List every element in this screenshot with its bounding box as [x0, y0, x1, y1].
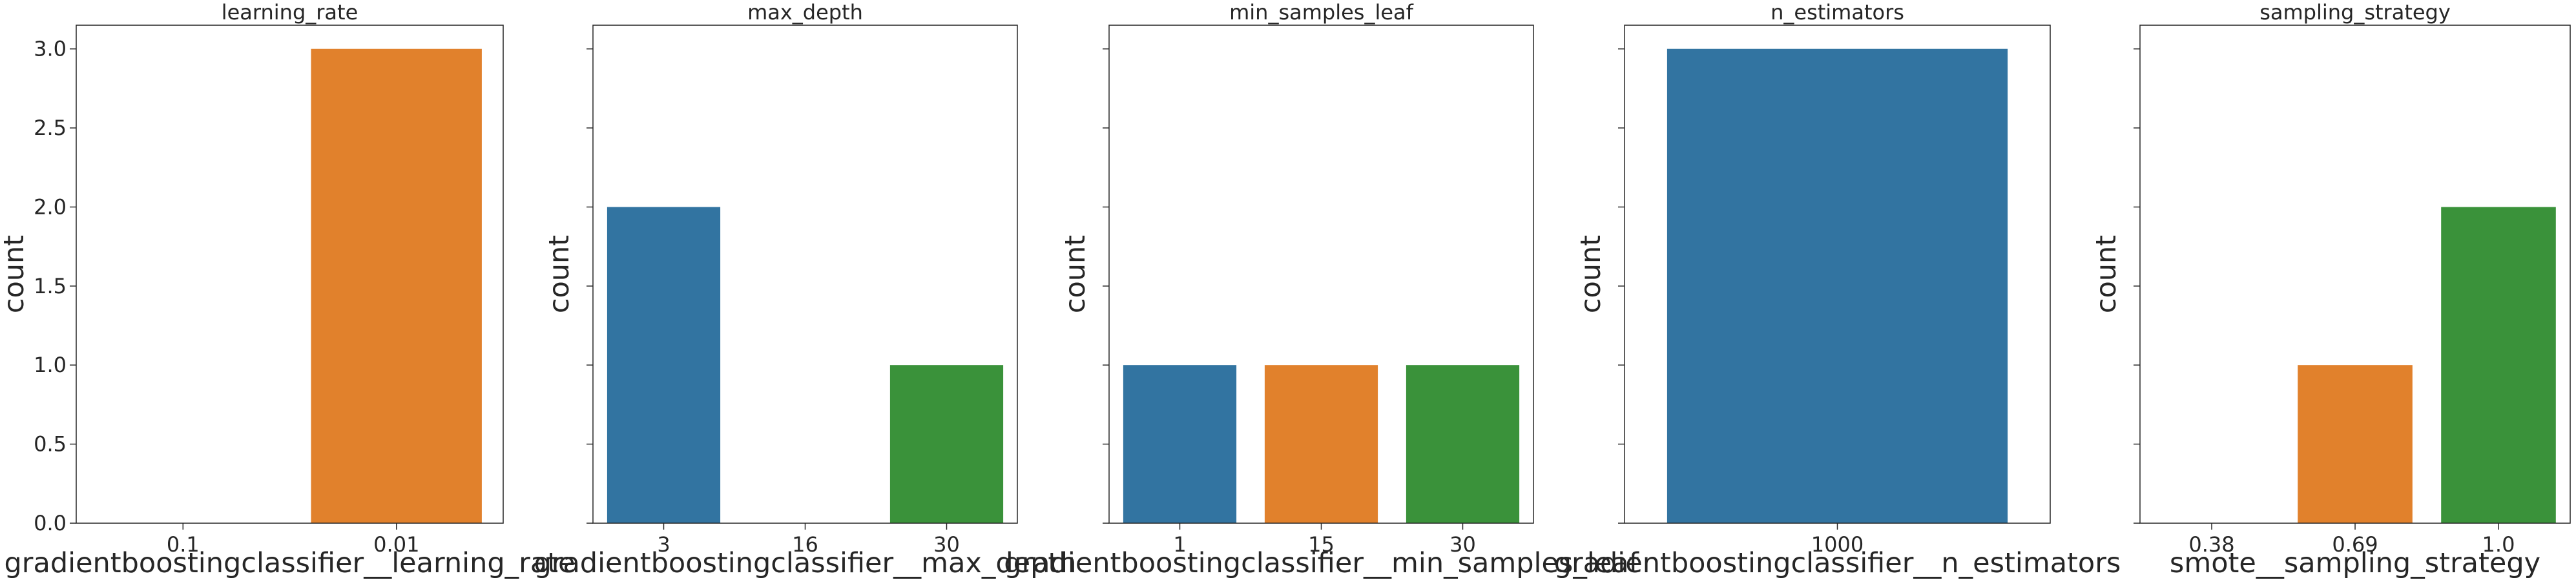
y-tick-label: 0.0 [34, 511, 67, 535]
subplot-learning-rate: 0.0 0.5 1.0 1.5 2.0 2.5 3.0 0.1 0.01 learning_rat… [0, 0, 575, 579]
y-axis-label: count [1059, 235, 1092, 313]
y-axis-label: count [0, 235, 30, 313]
x-axis-label: gradientboostingclassifier__max_depth [534, 547, 1076, 579]
bar-3 [607, 207, 721, 523]
y-tick-label: 3.0 [34, 37, 67, 61]
x-tick-label: 15 [1308, 532, 1335, 557]
axes-frame [1108, 25, 1534, 524]
x-tick-label: 0.69 [2332, 532, 2378, 557]
x-tick-label: 16 [792, 532, 818, 557]
subplot-title: learning_rate [222, 0, 358, 25]
x-tick-label: 1000 [1811, 532, 1864, 557]
y-tick-label: 1.5 [34, 274, 67, 298]
x-axis-label: smote__sampling_strategy [2170, 547, 2540, 579]
x-axis-label: gradientboostingclassifier__n_estimators [1554, 547, 2121, 579]
subplot-title: n_estimators [1771, 0, 1904, 25]
axes-frame [76, 25, 504, 524]
subplot-max-depth: 3 16 30 max_depth gradientboostingclassifier… [534, 0, 1076, 579]
y-axis-label: count [2090, 235, 2123, 313]
axes-frame [592, 25, 1018, 524]
x-tick-label: 0.38 [2188, 532, 2234, 557]
x-tick-label: 1 [1173, 532, 1186, 557]
y-tick-label: 0.5 [34, 432, 67, 457]
bar-30 [889, 365, 1004, 523]
bar-1.0 [2441, 207, 2556, 523]
x-tick-label: 30 [933, 532, 960, 557]
bar-1000 [1667, 48, 2008, 523]
bar-1 [1123, 365, 1237, 523]
bar-15 [1264, 365, 1378, 523]
axes-frame [2139, 25, 2571, 524]
subplot-title: sampling_strategy [2259, 0, 2451, 25]
y-axis-label: count [543, 235, 576, 313]
subplot-min-samples-leaf: 1 15 30 min_samples_leaf gradientboostingcla… [1004, 0, 1639, 579]
bar-0.69 [2298, 365, 2413, 523]
x-tick-label: 30 [1449, 532, 1476, 557]
subplot-title: min_samples_leaf [1229, 0, 1414, 25]
x-tick-label: 3 [657, 532, 670, 557]
x-tick-label: 0.01 [373, 532, 419, 557]
bar-0.01 [311, 48, 482, 523]
x-axis-label: gradientboostingclassifier__min_samples_… [1004, 547, 1639, 579]
y-tick-label: 1.0 [34, 353, 67, 377]
subplot-title: max_depth [747, 0, 863, 25]
x-tick-label: 0.1 [167, 532, 200, 557]
y-tick-label: 2.5 [34, 116, 67, 140]
y-tick-label: 2.0 [34, 195, 67, 220]
x-axis-label: gradientboostingclassifier__learning_rat… [5, 547, 576, 579]
subplot-n-estimators: 1000 n_estimators gradientboostingclassifi… [1554, 0, 2121, 579]
x-tick-label: 1.0 [2482, 532, 2515, 557]
axes-frame [1624, 25, 2051, 524]
subplot-sampling-strategy: 0.38 0.69 1.0 sampling_strategy smote__sampl… [2090, 0, 2571, 579]
bar-30 [1406, 365, 1520, 523]
y-axis-label: count [1575, 235, 1607, 313]
